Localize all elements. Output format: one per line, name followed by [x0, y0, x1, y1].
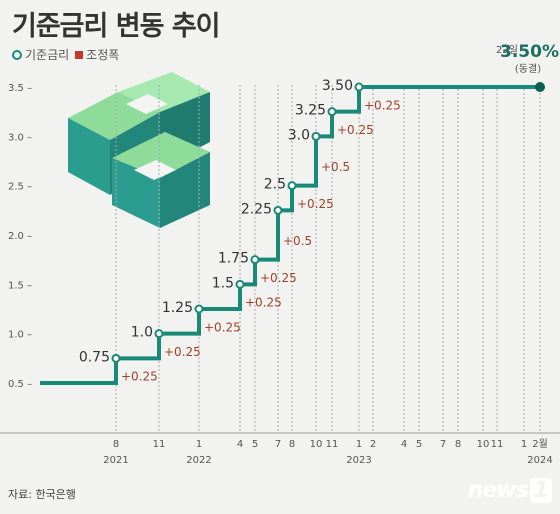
- rate-point: [235, 279, 245, 289]
- x-tick-month: 4: [237, 439, 243, 450]
- rate-point: [354, 82, 364, 92]
- change-label: +0.25: [245, 296, 282, 310]
- change-label: +0.25: [297, 197, 334, 211]
- final-day-label: 22일: [496, 44, 518, 56]
- x-tick-month: 2: [370, 439, 376, 450]
- legend-change-label: 조정폭: [86, 48, 120, 62]
- x-tick-month: 11: [491, 439, 504, 450]
- source-note: 자료: 한국은행: [8, 488, 76, 501]
- rate-point: [311, 131, 321, 141]
- data-labels: 0.75 +0.25 1.0 +0.25 1.25 +0.25 1.5 +0.25 1.75 +0…: [79, 78, 401, 384]
- x-tick-month: 11: [326, 439, 339, 450]
- final-value-label: 3.50%: [500, 42, 559, 62]
- x-tick-month: 5: [252, 439, 258, 450]
- y-tick-label: 3.0 –: [8, 132, 32, 143]
- x-tick-year: 2021: [103, 455, 128, 466]
- x-tick-month: 10: [310, 439, 323, 450]
- legend: 기준금리 조정폭: [12, 46, 119, 63]
- rate-value-label: 1.5: [212, 275, 234, 291]
- rate-point: [327, 107, 337, 117]
- y-tick-label: 0.5 –: [8, 379, 32, 390]
- news1-logo: news 1: [468, 478, 552, 503]
- x-tick-month: 8: [455, 439, 461, 450]
- y-tick-label: 2.0 –: [8, 231, 32, 242]
- x-tick-month: 10: [477, 439, 490, 450]
- final-note: (동결): [515, 63, 541, 75]
- rate-point: [287, 181, 297, 191]
- x-tick-year: 2023: [346, 455, 371, 466]
- rate-step-line: [40, 85, 540, 385]
- y-tick-label: 3.5 –: [8, 83, 32, 94]
- rate-value-label: 0.75: [79, 349, 110, 365]
- change-label: +0.25: [260, 271, 297, 285]
- y-axis: 0.5 – 1.0 – 1.5 – 2.0 – 2.5 – 3.0 – 3.5 –: [8, 83, 32, 390]
- rate-value-label: 2.5: [264, 177, 286, 193]
- x-tick-month: 8: [289, 439, 295, 450]
- x-tick-month: 1: [356, 439, 362, 450]
- rate-point: [111, 353, 121, 363]
- change-label: +0.25: [121, 370, 158, 384]
- x-tick-month: 4: [401, 439, 407, 450]
- final-point: [535, 82, 545, 92]
- rate-value-label: 1.0: [131, 325, 153, 341]
- money-stack-icon: [68, 72, 210, 228]
- x-tick-month: 1: [521, 439, 527, 450]
- x-tick-month: 8: [113, 439, 119, 450]
- rate-value-label: 3.50: [322, 78, 353, 94]
- x-tick-month: 5: [416, 439, 422, 450]
- rate-point: [154, 329, 164, 339]
- logo-one: 1: [529, 478, 552, 503]
- x-tick-month: 1: [196, 439, 202, 450]
- change-legend-icon: [75, 50, 84, 59]
- rate-value-label: 3.0: [288, 127, 310, 143]
- x-tick-month: 7: [440, 439, 446, 450]
- x-tick-month: 11: [153, 439, 166, 450]
- rate-value-label: 1.25: [162, 300, 193, 316]
- chart-title: 기준금리 변동 추이: [12, 11, 221, 42]
- rate-legend-icon: [12, 49, 22, 60]
- rate-point: [250, 255, 260, 265]
- rate-series: [40, 82, 540, 385]
- rate-value-label: 2.25: [241, 201, 272, 217]
- x-tick-month: 2월: [532, 438, 548, 450]
- change-label: +0.25: [164, 345, 201, 359]
- y-tick-label: 1.5 –: [8, 280, 32, 291]
- change-label: +0.5: [283, 234, 312, 248]
- rate-value-label: 3.25: [295, 103, 326, 119]
- y-tick-label: 2.5 –: [8, 182, 32, 193]
- change-label: +0.25: [337, 123, 374, 137]
- x-tick-year: 2022: [186, 455, 211, 466]
- x-tick-month: 7: [275, 439, 281, 450]
- change-label: +0.25: [204, 320, 241, 334]
- change-label: +0.5: [321, 160, 350, 174]
- grid: [115, 85, 541, 433]
- y-tick-label: 1.0 –: [8, 330, 32, 341]
- rate-point: [273, 205, 283, 215]
- x-tick-year: 2024: [527, 455, 552, 466]
- rate-point: [194, 304, 204, 314]
- legend-rate-label: 기준금리: [25, 48, 70, 62]
- logo-text: news: [467, 478, 529, 503]
- change-label: +0.25: [364, 98, 401, 112]
- rate-value-label: 1.75: [218, 251, 249, 267]
